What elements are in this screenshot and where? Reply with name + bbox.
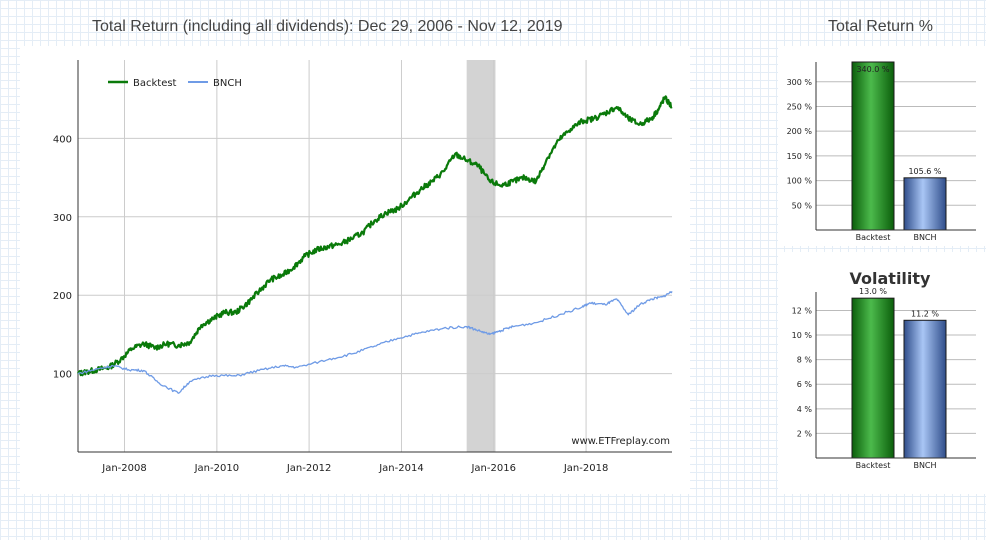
x-tick-label: Jan-2010: [194, 463, 239, 474]
x-tick-label: Jan-2014: [378, 463, 423, 474]
main-chart-title: Total Return (including all dividends): …: [92, 18, 563, 35]
y-tick-label: 4 %: [797, 405, 813, 414]
y-tick-label: 200 %: [787, 127, 813, 136]
y-tick-label: 2 %: [797, 429, 813, 438]
bar-bnch: [903, 177, 947, 231]
y-tick-label: 300: [53, 213, 72, 224]
category-label: Backtest: [856, 461, 891, 470]
x-tick-label: Jan-2008: [101, 463, 146, 474]
bar-backtest: [851, 61, 895, 231]
category-label: BNCH: [913, 233, 936, 242]
y-tick-label: 400: [53, 134, 72, 145]
volatility-title: Volatility: [850, 269, 932, 288]
watermark: www.ETFreplay.com: [571, 436, 670, 447]
series-line-bnch: [77, 291, 673, 394]
y-tick-label: 6 %: [797, 380, 813, 389]
x-tick-label: Jan-2018: [563, 463, 608, 474]
bar-bnch: [903, 319, 947, 459]
volatility-chart-panel: Volatility 2 % 4 % 6 % 8 % 10 % 12 % 13.0 % Back…: [778, 252, 986, 494]
category-label: Backtest: [856, 233, 891, 242]
y-tick-label: 10 %: [792, 331, 813, 340]
main-chart: 100 200 300 400 Jan-2008 Jan-2010 Jan-2012 Jan-…: [53, 60, 673, 474]
total-return-chart: 50 % 100 % 150 % 200 % 250 % 300 % 340.0 % Back…: [787, 61, 976, 242]
bar-backtest: [851, 297, 895, 459]
legend-label-backtest: Backtest: [133, 78, 177, 89]
data-label: 13.0 %: [859, 287, 887, 296]
legend-label-bnch: BNCH: [213, 78, 242, 89]
y-tick-label: 100: [53, 370, 72, 381]
volatility-chart: Volatility 2 % 4 % 6 % 8 % 10 % 12 % 13.0 % Back…: [792, 269, 976, 470]
y-tick-label: 12 %: [792, 306, 813, 315]
x-tick-label: Jan-2016: [470, 463, 515, 474]
y-tick-label: 200: [53, 291, 72, 302]
return-chart-panel: 50 % 100 % 150 % 200 % 250 % 300 % 340.0 % Back…: [778, 46, 986, 246]
y-tick-label: 50 %: [792, 201, 813, 210]
category-label: BNCH: [913, 461, 936, 470]
y-tick-label: 300 %: [787, 78, 813, 87]
y-tick-label: 8 %: [797, 356, 813, 365]
total-return-title: Total Return %: [828, 18, 933, 35]
data-label: 105.6 %: [908, 167, 941, 176]
series-line-backtest: [76, 95, 673, 377]
data-label: 340.0 %: [856, 65, 889, 74]
shaded-region: [466, 60, 496, 452]
y-tick-label: 250 %: [787, 102, 813, 111]
y-tick-label: 150 %: [787, 152, 813, 161]
main-chart-panel: 100 200 300 400 Jan-2008 Jan-2010 Jan-2012 Jan-…: [20, 46, 690, 494]
x-tick-label: Jan-2012: [286, 463, 331, 474]
data-label: 11.2 %: [911, 309, 939, 318]
y-tick-label: 100 %: [787, 177, 813, 186]
